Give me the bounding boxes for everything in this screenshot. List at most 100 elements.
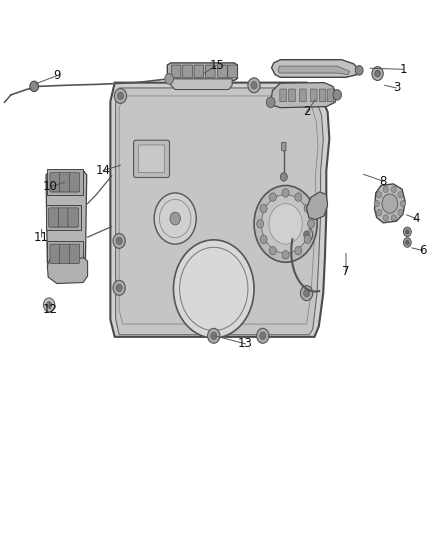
Circle shape	[406, 230, 409, 234]
FancyBboxPatch shape	[194, 65, 204, 78]
Circle shape	[377, 209, 382, 215]
Text: 10: 10	[43, 180, 58, 193]
Circle shape	[301, 90, 307, 97]
Circle shape	[355, 66, 363, 75]
FancyBboxPatch shape	[319, 89, 326, 102]
Circle shape	[307, 220, 314, 228]
Circle shape	[304, 235, 311, 244]
Circle shape	[254, 185, 317, 262]
Circle shape	[116, 284, 122, 292]
Text: 15: 15	[209, 59, 224, 71]
Circle shape	[391, 215, 396, 221]
FancyBboxPatch shape	[134, 140, 170, 177]
Polygon shape	[116, 88, 323, 335]
Text: 13: 13	[238, 337, 253, 350]
Circle shape	[295, 246, 302, 255]
Circle shape	[403, 238, 411, 247]
Circle shape	[261, 195, 310, 253]
Text: 11: 11	[34, 231, 49, 244]
FancyBboxPatch shape	[311, 89, 317, 102]
FancyBboxPatch shape	[49, 208, 59, 227]
Circle shape	[398, 192, 403, 198]
Circle shape	[372, 67, 383, 80]
Circle shape	[374, 200, 379, 207]
FancyBboxPatch shape	[282, 142, 286, 151]
Polygon shape	[271, 83, 337, 108]
Circle shape	[248, 78, 260, 93]
Text: 6: 6	[419, 244, 427, 257]
Circle shape	[251, 82, 257, 89]
Circle shape	[383, 186, 389, 192]
Text: 12: 12	[43, 303, 58, 316]
Polygon shape	[50, 208, 77, 227]
FancyBboxPatch shape	[68, 208, 78, 227]
Circle shape	[269, 204, 302, 244]
Text: 7: 7	[342, 265, 350, 278]
Text: 8: 8	[380, 175, 387, 188]
Circle shape	[46, 302, 52, 308]
Polygon shape	[47, 258, 88, 284]
Text: 2: 2	[303, 106, 311, 118]
Circle shape	[211, 332, 217, 340]
Circle shape	[257, 220, 264, 228]
Circle shape	[282, 189, 289, 197]
Circle shape	[170, 212, 180, 225]
Circle shape	[383, 215, 389, 221]
Circle shape	[300, 286, 313, 301]
Polygon shape	[278, 66, 350, 75]
Circle shape	[114, 88, 127, 103]
Text: 4: 4	[412, 212, 420, 225]
FancyBboxPatch shape	[228, 65, 237, 78]
FancyBboxPatch shape	[138, 145, 165, 173]
Circle shape	[260, 204, 267, 213]
Circle shape	[154, 193, 196, 244]
Polygon shape	[307, 192, 328, 220]
Polygon shape	[110, 83, 329, 337]
FancyBboxPatch shape	[60, 173, 70, 192]
Circle shape	[113, 280, 125, 295]
Circle shape	[333, 90, 342, 100]
Circle shape	[304, 231, 310, 238]
FancyBboxPatch shape	[289, 89, 295, 102]
Circle shape	[280, 173, 287, 181]
Circle shape	[260, 235, 267, 244]
Polygon shape	[47, 241, 83, 266]
Polygon shape	[46, 171, 87, 266]
Circle shape	[30, 81, 39, 92]
Circle shape	[165, 74, 173, 84]
Circle shape	[375, 70, 380, 77]
Circle shape	[403, 227, 411, 237]
Circle shape	[269, 193, 276, 201]
FancyBboxPatch shape	[280, 89, 286, 102]
FancyBboxPatch shape	[50, 173, 60, 192]
FancyBboxPatch shape	[327, 89, 334, 102]
FancyBboxPatch shape	[50, 244, 60, 263]
Circle shape	[113, 233, 125, 248]
Circle shape	[43, 298, 55, 312]
Polygon shape	[272, 60, 359, 77]
FancyBboxPatch shape	[60, 244, 70, 263]
Circle shape	[208, 328, 220, 343]
Circle shape	[295, 193, 302, 201]
Circle shape	[377, 192, 382, 198]
Polygon shape	[51, 244, 78, 263]
FancyBboxPatch shape	[58, 208, 69, 227]
Circle shape	[257, 328, 269, 343]
Circle shape	[282, 251, 289, 259]
Circle shape	[298, 86, 311, 101]
Circle shape	[117, 92, 124, 100]
FancyBboxPatch shape	[205, 65, 215, 78]
Circle shape	[400, 200, 406, 207]
Circle shape	[382, 194, 398, 213]
Circle shape	[266, 97, 275, 108]
Circle shape	[269, 246, 276, 255]
Circle shape	[398, 209, 403, 215]
FancyBboxPatch shape	[218, 65, 227, 78]
FancyBboxPatch shape	[69, 244, 80, 263]
FancyBboxPatch shape	[183, 65, 192, 78]
Polygon shape	[167, 63, 237, 80]
Circle shape	[300, 227, 313, 242]
Circle shape	[304, 289, 310, 297]
Circle shape	[116, 237, 122, 245]
FancyBboxPatch shape	[69, 173, 80, 192]
